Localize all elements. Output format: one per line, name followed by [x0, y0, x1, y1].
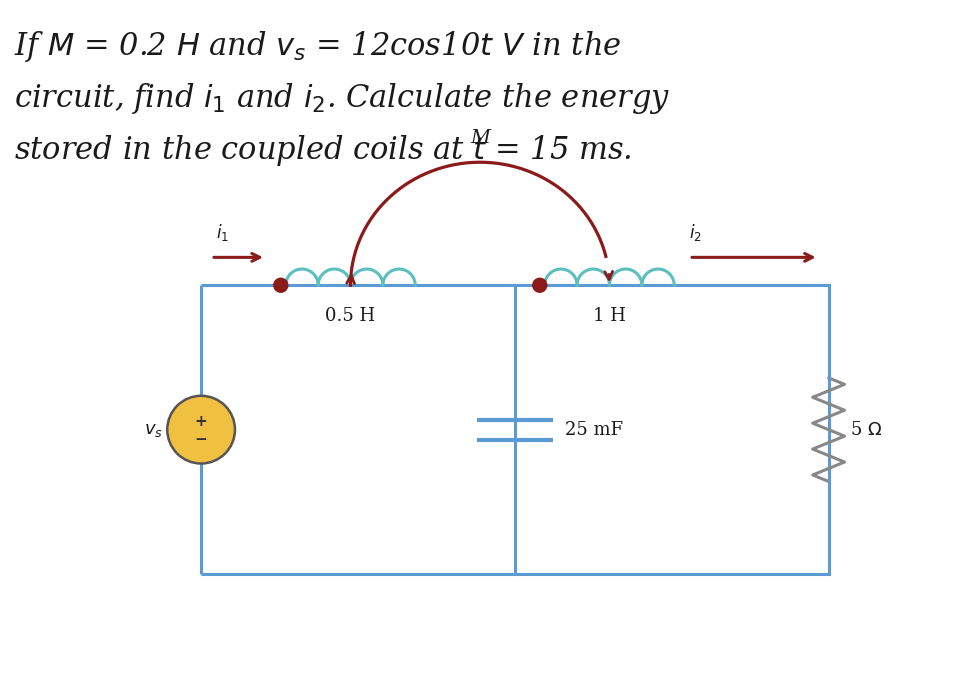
Text: $i_1$: $i_1$	[217, 222, 229, 244]
Circle shape	[274, 278, 287, 292]
Text: If $M$ = 0.2 $H$ and $v_s$ = 12cos10$t$ $V$ in the: If $M$ = 0.2 $H$ and $v_s$ = 12cos10$t$ …	[13, 29, 621, 64]
Text: $v_s$: $v_s$	[144, 421, 163, 439]
Text: 0.5 H: 0.5 H	[326, 307, 376, 325]
Text: 1 H: 1 H	[593, 307, 626, 325]
Text: M: M	[470, 129, 490, 147]
Text: circuit, find $i_1$ and $i_2$. Calculate the energy: circuit, find $i_1$ and $i_2$. Calculate…	[13, 81, 671, 116]
Text: −: −	[194, 432, 208, 447]
Text: +: +	[194, 414, 208, 429]
Circle shape	[533, 278, 547, 292]
Text: 25 mF: 25 mF	[564, 421, 623, 439]
Circle shape	[168, 396, 235, 464]
Text: $i_2$: $i_2$	[689, 222, 702, 244]
Text: stored in the coupled coils at $t$ = 15 ms.: stored in the coupled coils at $t$ = 15 …	[13, 133, 631, 168]
Text: 5 $\Omega$: 5 $\Omega$	[851, 421, 882, 439]
